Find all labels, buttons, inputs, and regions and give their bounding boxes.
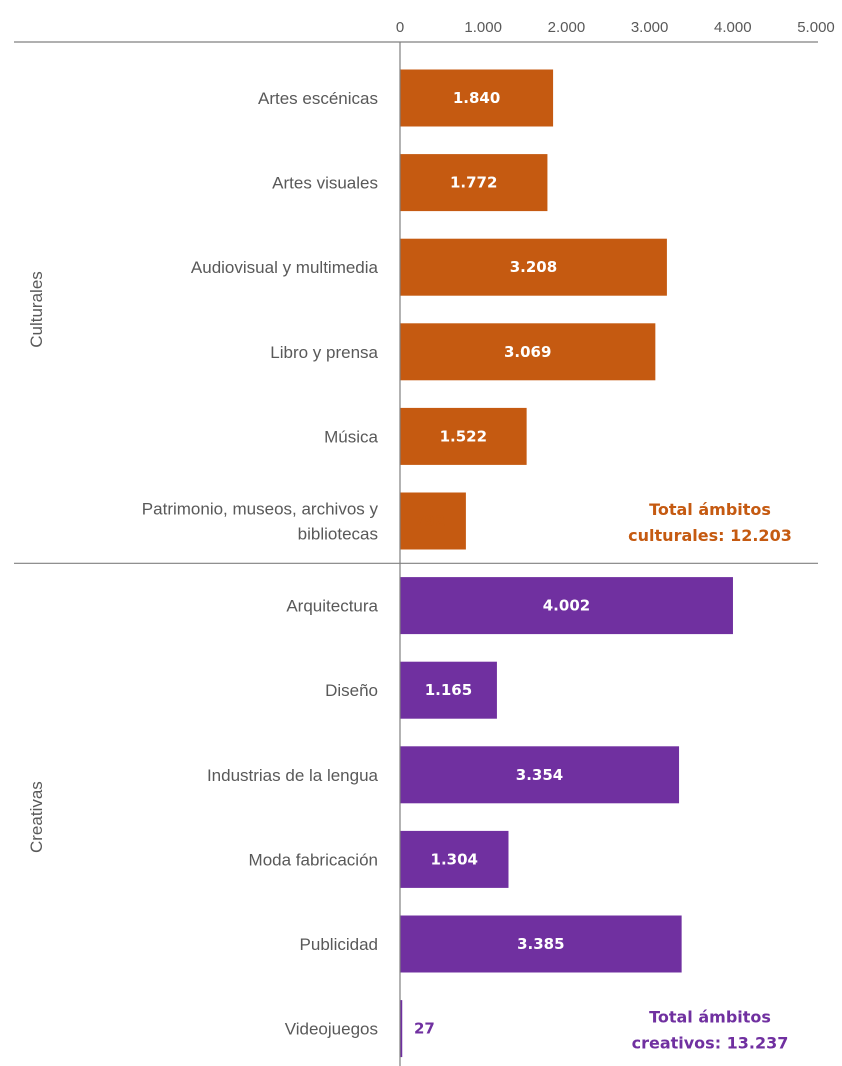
bar-value-label: 1.165	[425, 681, 472, 699]
bar-value-label: 3.385	[517, 935, 564, 953]
bar	[400, 69, 554, 127]
group-label: Culturales	[27, 271, 46, 348]
category-label: Audiovisual y multimedia	[191, 258, 379, 277]
category-label: Libro y prensa	[270, 343, 378, 362]
bar	[400, 746, 680, 804]
bar	[400, 1000, 403, 1058]
x-tick-label: 2.000	[548, 19, 586, 36]
x-tick-label: 0	[396, 19, 404, 36]
category-label: Moda fabricación	[249, 850, 378, 869]
category-label: Publicidad	[300, 935, 378, 954]
category-label: Artes visuales	[272, 174, 378, 193]
bar-value-label: 3.069	[504, 343, 551, 361]
bar-value-label: 3.354	[516, 766, 563, 784]
bar-value-label: 27	[414, 1020, 435, 1038]
x-tick-label: 3.000	[631, 19, 669, 36]
bar	[400, 830, 509, 888]
category-label: Artes escénicas	[258, 89, 378, 108]
group-totals: Total ámbitos culturales: 12.203 Total ámb…	[628, 500, 792, 1053]
bar	[400, 661, 497, 719]
bar-value-label: 1.304	[431, 850, 478, 868]
category-label: Arquitectura	[286, 597, 378, 616]
bar	[400, 238, 667, 296]
group-separators	[14, 41, 818, 564]
bar-value-label: 1.522	[440, 427, 487, 445]
x-tick-label: 1.000	[464, 19, 502, 36]
bar	[400, 154, 548, 212]
bar-value-label: 4.002	[543, 597, 590, 615]
group-label: Creativas	[27, 781, 46, 853]
bar-value-label: 3.208	[510, 258, 557, 276]
bar	[400, 407, 527, 465]
bar-value-label: 792	[414, 512, 445, 530]
group-total-label: Total ámbitos culturales: 12.203	[628, 500, 792, 545]
bar	[400, 492, 466, 550]
bar-value-label: 1.772	[450, 174, 497, 192]
bar	[400, 915, 682, 973]
bar	[400, 577, 733, 635]
x-tick-label: 5.000	[797, 19, 835, 36]
category-label: Diseño	[325, 681, 378, 700]
bars: 1.840 1.772 3.208 3.069 1.522 792 4.002 1.165 3.…	[400, 69, 733, 1058]
category-labels: Artes escénicas Artes visuales Audiovisual…	[142, 89, 379, 1039]
category-label: Videojuegos	[285, 1020, 378, 1039]
bar	[400, 323, 656, 381]
group-total-label: Total ámbitos creativos: 13.237	[632, 1008, 789, 1053]
x-axis-ticks: 0 1.000 2.000 3.000 4.000 5.000	[396, 19, 835, 36]
category-label: Música	[324, 427, 378, 446]
bar-value-label: 1.840	[453, 89, 500, 107]
category-label: Industrias de la lengua	[207, 766, 379, 785]
group-labels: Culturales Creativas	[27, 271, 46, 853]
x-tick-label: 4.000	[714, 19, 752, 36]
category-label: Patrimonio, museos, archivos y biblioteca…	[142, 500, 379, 544]
